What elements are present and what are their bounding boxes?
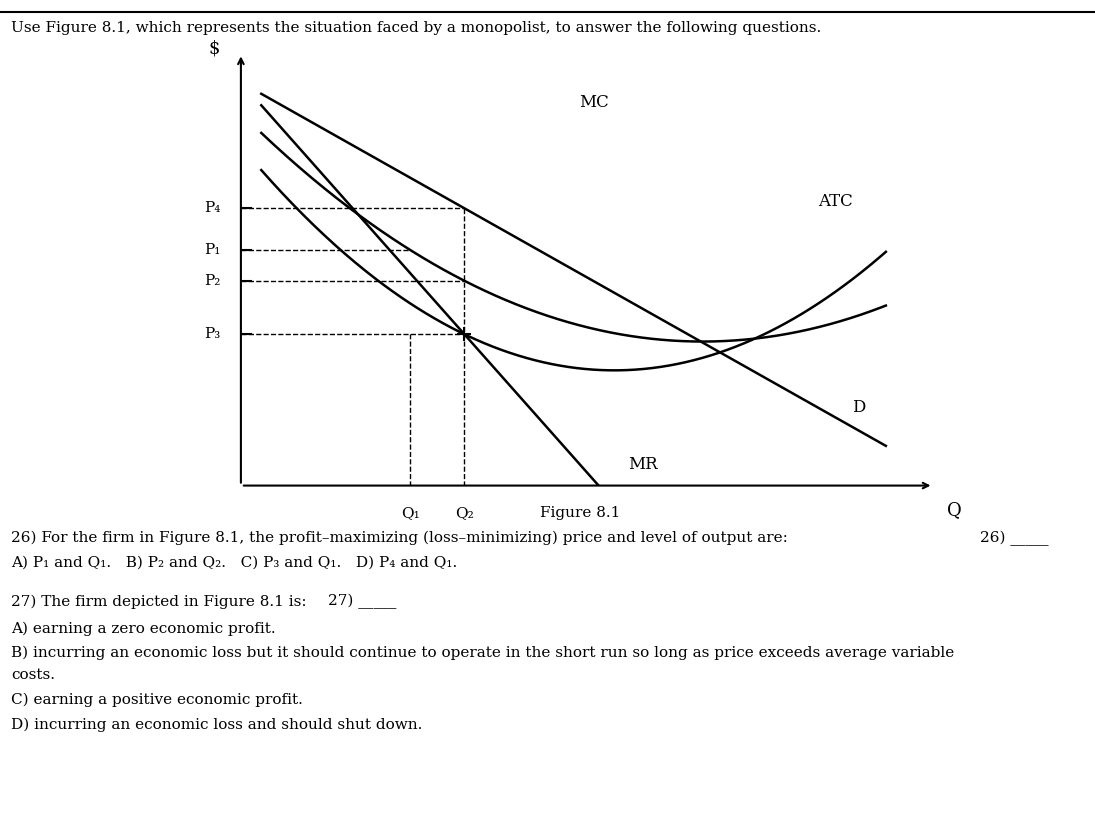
Text: MC: MC [579, 94, 609, 111]
Text: $: $ [208, 40, 219, 58]
Text: 26) For the firm in Figure 8.1, the profit–maximizing (loss–minimizing) price an: 26) For the firm in Figure 8.1, the prof… [11, 531, 787, 545]
Text: P₁: P₁ [204, 243, 220, 257]
Text: MR: MR [627, 456, 657, 473]
Text: D) incurring an economic loss and should shut down.: D) incurring an economic loss and should… [11, 718, 423, 732]
Text: 27) The firm depicted in Figure 8.1 is:: 27) The firm depicted in Figure 8.1 is: [11, 594, 307, 608]
Text: 26) _____: 26) _____ [980, 531, 1049, 546]
Text: P₃: P₃ [205, 328, 220, 342]
Text: costs.: costs. [11, 668, 55, 682]
Text: P₂: P₂ [204, 274, 220, 288]
Text: Figure 8.1: Figure 8.1 [540, 506, 621, 520]
Text: Use Figure 8.1, which represents the situation faced by a monopolist, to answer : Use Figure 8.1, which represents the sit… [11, 21, 821, 35]
Text: Q: Q [947, 501, 961, 519]
Text: Q₂: Q₂ [456, 506, 474, 520]
Text: A) earning a zero economic profit.: A) earning a zero economic profit. [11, 621, 276, 635]
Text: Q₁: Q₁ [401, 506, 419, 520]
Text: P₄: P₄ [204, 202, 220, 216]
Text: 27) _____: 27) _____ [328, 594, 396, 610]
Text: D: D [852, 398, 865, 416]
Text: C) earning a positive economic profit.: C) earning a positive economic profit. [11, 693, 303, 707]
Text: ATC: ATC [818, 193, 853, 210]
Text: A) P₁ and Q₁.   B) P₂ and Q₂.   C) P₃ and Q₁.   D) P₄ and Q₁.: A) P₁ and Q₁. B) P₂ and Q₂. C) P₃ and Q₁… [11, 556, 458, 570]
Text: B) incurring an economic loss but it should continue to operate in the short run: B) incurring an economic loss but it sho… [11, 646, 954, 660]
